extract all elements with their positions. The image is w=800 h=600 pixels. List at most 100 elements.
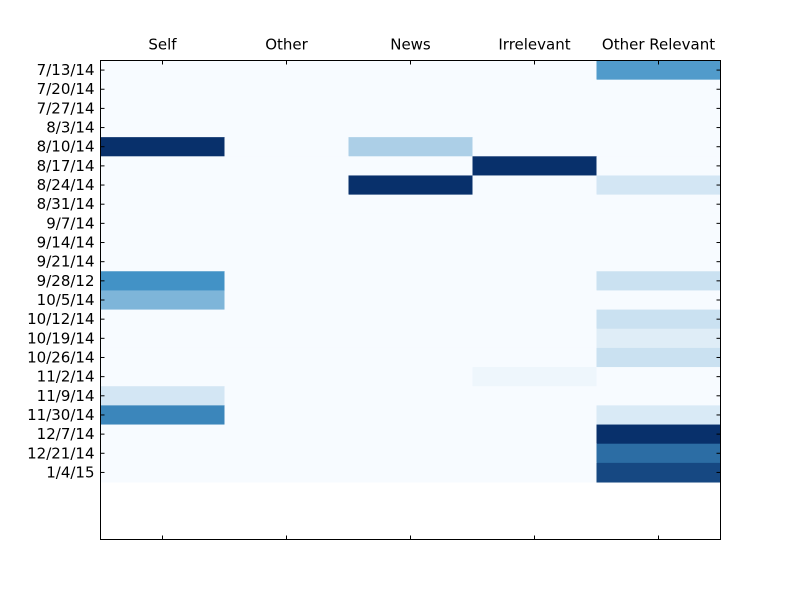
row-label: 8/3/14	[46, 119, 94, 137]
row-label: 10/12/14	[27, 310, 94, 328]
heatmap-cell	[224, 156, 349, 176]
heatmap-cell	[100, 424, 225, 445]
heatmap-cell	[472, 79, 597, 100]
heatmap-cell	[348, 424, 473, 445]
heatmap-cell	[596, 290, 721, 311]
column-label: Irrelevant	[498, 36, 570, 54]
heatmap-cell	[348, 271, 473, 291]
row-label: 8/17/14	[37, 157, 95, 175]
column-label: Self	[148, 36, 177, 54]
column-labels: Self Other News Irrelevant Other Relevant	[148, 36, 715, 54]
row-label: 8/31/14	[37, 195, 95, 213]
heatmap-cell	[224, 194, 349, 215]
heatmap-cell	[224, 386, 349, 406]
heatmap-cell	[348, 60, 473, 81]
heatmap-cell	[100, 386, 225, 406]
heatmap-cell	[224, 405, 349, 426]
heatmap-cells	[100, 60, 721, 483]
heatmap-cell	[596, 194, 721, 215]
heatmap-cell	[472, 175, 597, 196]
row-label: 12/7/14	[37, 425, 95, 443]
heatmap-cell	[224, 424, 349, 445]
heatmap-cell	[224, 328, 349, 349]
heatmap-cell	[100, 156, 225, 176]
heatmap-cell	[348, 213, 473, 234]
heatmap-cell	[100, 443, 225, 464]
row-label: 11/2/14	[37, 368, 95, 386]
plot-frame	[100, 60, 721, 540]
heatmap-cell	[224, 98, 349, 119]
heatmap-cell	[100, 137, 225, 157]
heatmap-cell	[472, 98, 597, 119]
heatmap-cell	[596, 462, 721, 483]
heatmap-cell	[100, 194, 225, 215]
heatmap-cell	[224, 367, 349, 387]
heatmap-cell	[100, 309, 225, 330]
heatmap-cell	[596, 175, 721, 196]
heatmap-cell	[224, 271, 349, 291]
row-label: 10/5/14	[37, 291, 95, 309]
heatmap-cell	[224, 60, 349, 81]
heatmap-cell	[224, 232, 349, 253]
row-label: 11/9/14	[37, 387, 95, 405]
row-label: 7/27/14	[37, 99, 95, 117]
heatmap-cell	[224, 175, 349, 196]
heatmap-cell	[596, 424, 721, 445]
heatmap-cell	[596, 347, 721, 368]
heatmap-cell	[100, 367, 225, 387]
heatmap-cell	[472, 213, 597, 234]
row-label: 7/13/14	[37, 61, 95, 79]
heatmap-cell	[348, 156, 473, 176]
column-label: News	[390, 36, 431, 54]
heatmap-cell	[100, 98, 225, 119]
heatmap-cell	[348, 367, 473, 387]
heatmap-cell	[100, 175, 225, 196]
heatmap-cell	[472, 252, 597, 272]
row-labels: 7/13/147/20/147/27/14 8/3/148/10/148/17/1…	[27, 61, 94, 481]
row-label: 7/20/14	[37, 80, 95, 98]
heatmap-cell	[596, 252, 721, 272]
heatmap-cell	[348, 328, 473, 349]
heatmap-cell	[348, 290, 473, 311]
heatmap-cell	[472, 117, 597, 138]
heatmap-cell	[472, 405, 597, 426]
heatmap-cell	[100, 271, 225, 291]
axis-ticks	[100, 60, 721, 540]
row-label: 10/19/14	[27, 329, 94, 347]
heatmap-cell	[472, 232, 597, 253]
heatmap-cell	[472, 156, 597, 176]
row-label: 8/10/14	[37, 138, 95, 156]
heatmap-cell	[100, 117, 225, 138]
heatmap-cell	[472, 386, 597, 406]
heatmap-cell	[472, 347, 597, 368]
heatmap-cell	[472, 194, 597, 215]
heatmap-cell	[224, 347, 349, 368]
heatmap-cell	[472, 328, 597, 349]
heatmap-cell	[596, 60, 721, 81]
heatmap-cell	[100, 347, 225, 368]
heatmap-cell	[596, 79, 721, 100]
heatmap-cell	[348, 117, 473, 138]
row-label: 11/30/14	[27, 406, 94, 424]
heatmap-cell	[348, 386, 473, 406]
heatmap-cell	[348, 347, 473, 368]
heatmap-cell	[224, 462, 349, 483]
heatmap-cell	[472, 424, 597, 445]
heatmap-cell	[596, 443, 721, 464]
heatmap-cell	[596, 117, 721, 138]
heatmap-cell	[596, 309, 721, 330]
heatmap-cell	[100, 462, 225, 483]
heatmap-cell	[348, 443, 473, 464]
heatmap-cell	[224, 309, 349, 330]
heatmap-cell	[596, 156, 721, 176]
heatmap-cell	[348, 405, 473, 426]
row-label: 8/24/14	[37, 176, 95, 194]
column-label: Other	[265, 36, 308, 54]
heatmap-cell	[224, 443, 349, 464]
heatmap-cell	[100, 60, 225, 81]
row-label: 1/4/15	[46, 463, 94, 481]
heatmap-cell	[100, 213, 225, 234]
heatmap-cell	[100, 328, 225, 349]
heatmap-cell	[224, 290, 349, 311]
